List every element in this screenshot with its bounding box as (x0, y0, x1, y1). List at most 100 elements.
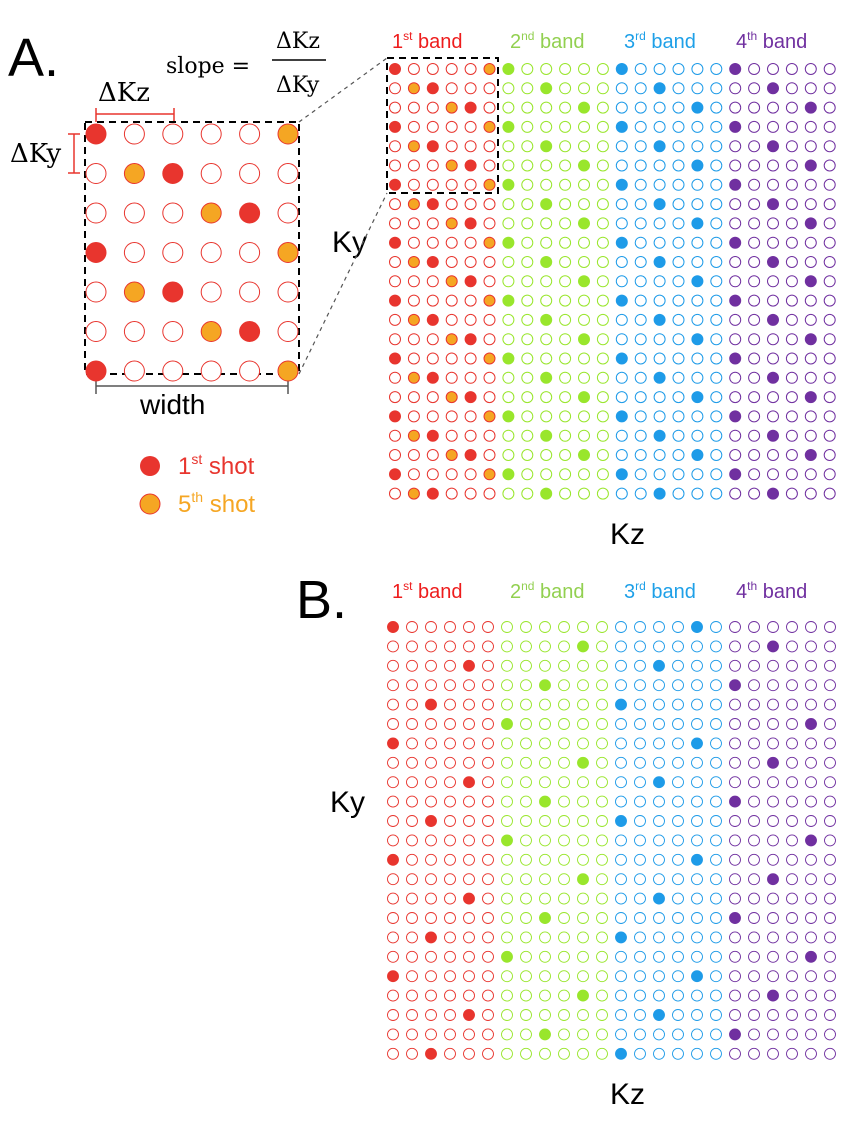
grid-a-sample-point (748, 313, 761, 326)
grid-b-sample-point (444, 640, 456, 653)
grid-a-sample-point (596, 101, 609, 114)
grid-b-sample-point (824, 1009, 836, 1021)
grid-b-sample-point (824, 718, 836, 730)
grid-b-sample-point (596, 1047, 608, 1060)
grid-a-sample-point (634, 236, 647, 249)
grid-a-sample-point (407, 294, 420, 307)
grid-a-sample-point (445, 429, 458, 442)
grid-a-sample-point (578, 217, 590, 230)
grid-b-sample-point (463, 989, 475, 1002)
grid-b-sample-point (729, 873, 741, 886)
grid-b-sample-point (805, 815, 817, 827)
grid-a-sample-point (596, 159, 609, 172)
a-band-title-3: 3rd band (624, 29, 696, 53)
grid-b-sample-point (748, 873, 760, 886)
grid-a-sample-point (710, 140, 723, 153)
grid-b-sample-point (615, 834, 627, 847)
grid-a-sample-point (389, 159, 401, 172)
zoom-sample-point (123, 123, 145, 145)
grid-b-sample-point (710, 756, 722, 769)
grid-b-sample-point (501, 1047, 513, 1060)
grid-b-sample-point (672, 1009, 684, 1021)
grid-a-sample-point (804, 333, 817, 346)
grid-a-sample-point (767, 275, 779, 288)
grid-a-sample-point (823, 63, 836, 75)
grid-b-sample-point (729, 989, 741, 1002)
grid-a-sample-point (389, 217, 401, 230)
grid-b-sample-point (786, 640, 798, 653)
grid-a-sample-point (596, 313, 609, 326)
grid-b-sample-point (520, 718, 532, 730)
grid-b-sample-point (501, 970, 513, 983)
grid-b-sample-point (767, 737, 779, 750)
grid-b-sample-point (444, 931, 456, 944)
grid-a-sample-point (540, 294, 553, 307)
grid-a-sample-point (691, 101, 704, 114)
grid-b-sample-point (425, 1047, 437, 1060)
grid-b-sample-point (482, 1047, 494, 1060)
grid-b-sample-point (748, 621, 760, 633)
grid-b-sample-point (406, 815, 418, 827)
grid-b-sample-point (710, 1009, 722, 1021)
panel-a-kz-label: Kz (610, 518, 645, 551)
grid-b-sample-point (786, 698, 798, 711)
grid-a-sample-point (634, 449, 647, 461)
grid-a-sample-point (426, 294, 439, 307)
grid-a-sample-point (426, 140, 439, 153)
grid-b-sample-point (710, 970, 722, 983)
grid-b-sample-point (463, 834, 475, 847)
grid-b-sample-point (767, 1009, 779, 1021)
grid-b-sample-point (767, 640, 779, 653)
grid-a-sample-point (559, 178, 572, 191)
grid-a-sample-point (823, 275, 836, 288)
grid-b-sample-point (653, 853, 665, 866)
grid-b-sample-point (672, 815, 684, 827)
grid-b-sample-point (482, 659, 494, 672)
zoom-sample-point (162, 321, 184, 342)
zoom-sample-point (200, 163, 222, 184)
grid-b-sample-point (558, 950, 570, 963)
grid-a-sample-point (596, 236, 609, 249)
grid-b-sample-point (482, 931, 494, 944)
grid-b-sample-point (501, 698, 513, 711)
grid-a-sample-point (521, 63, 534, 75)
grid-a-sample-point (615, 101, 628, 114)
grid-a-sample-point (559, 294, 572, 307)
zoom-sample-point (239, 123, 261, 145)
grid-a-sample-point (823, 333, 836, 346)
grid-a-sample-point (407, 120, 420, 133)
grid-a-sample-point (672, 198, 685, 211)
grid-b-sample-point (710, 892, 722, 905)
grid-a-sample-point (691, 198, 704, 211)
grid-b-sample-point (748, 1009, 760, 1021)
grid-a-sample-point (672, 429, 685, 442)
grid-a-sample-point (596, 371, 609, 384)
grid-b-sample-point (520, 1047, 532, 1060)
grid-b-sample-point (482, 989, 494, 1002)
grid-b-sample-point (501, 1028, 513, 1041)
grid-b-sample-point (577, 950, 589, 963)
zoom-grid (85, 123, 299, 382)
grid-b-sample-point (767, 718, 779, 730)
grid-a-sample-point (785, 487, 798, 500)
grid-a-sample-point (521, 256, 534, 268)
grid-a-sample-point (653, 352, 666, 365)
grid-b-sample-point (425, 718, 437, 730)
grid-a-sample-point (672, 120, 685, 133)
grid-a-sample-point (407, 198, 420, 211)
grid-b-sample-point (653, 640, 665, 653)
grid-b-sample-point (387, 659, 399, 672)
grid-b-sample-point (691, 931, 703, 944)
grid-a-sample-point (615, 178, 628, 191)
legend-marker-shot1 (140, 456, 160, 476)
grid-b-sample-point (520, 756, 532, 769)
grid-a-sample-point (729, 371, 742, 384)
panel-a-ky-label: Ky (332, 226, 367, 259)
grid-b-sample-point (767, 1028, 779, 1041)
grid-a-sample-point (407, 449, 420, 461)
grid-b-sample-point (786, 834, 798, 847)
grid-a-sample-point (596, 178, 609, 191)
grid-b-sample-point (406, 1028, 418, 1041)
grid-b-sample-point (691, 679, 703, 692)
grid-b-sample-point (805, 737, 817, 750)
